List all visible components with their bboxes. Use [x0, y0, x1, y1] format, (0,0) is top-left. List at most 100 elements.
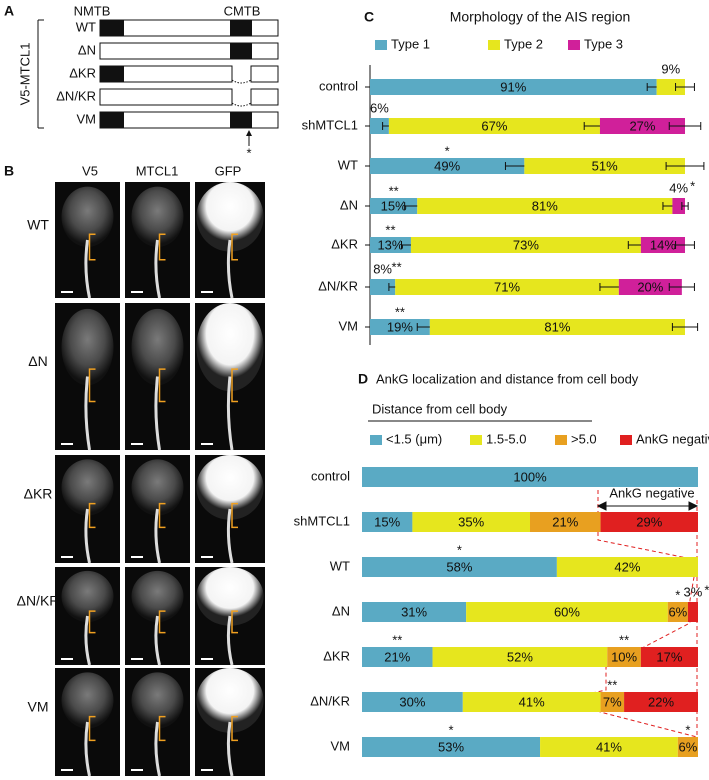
row-label: ΔN	[28, 353, 47, 369]
domain-label: NMTB	[74, 3, 111, 18]
bar-segment	[362, 737, 541, 757]
value-label: 6%	[668, 604, 687, 619]
category-label: ΔKR	[323, 648, 350, 663]
mutation-arrowhead	[246, 130, 252, 136]
value-label: 49%	[434, 158, 460, 173]
category-label: ΔN/KR	[318, 278, 358, 293]
value-label: 35%	[458, 514, 484, 529]
value-label: 51%	[592, 158, 618, 173]
axon	[226, 721, 234, 777]
deleted-n	[100, 89, 124, 105]
legend-swatch	[375, 40, 387, 50]
legend-swatch	[370, 435, 382, 445]
bar-segment	[677, 737, 698, 757]
bar-segment	[417, 198, 673, 214]
cell-body	[61, 459, 114, 516]
significance: **	[392, 632, 402, 647]
ais-bracket	[158, 610, 166, 634]
cell-gfp	[196, 668, 264, 733]
value-label: 100%	[513, 469, 547, 484]
construct-group: V5-MTCL1	[17, 43, 32, 106]
cell-body	[61, 308, 114, 386]
significance: **	[392, 259, 402, 274]
bar-segment	[687, 602, 698, 622]
cell-gfp	[196, 303, 264, 392]
bar-segment	[362, 557, 557, 577]
category-label: shMTCL1	[294, 513, 350, 528]
cell-body	[61, 186, 114, 247]
value-label: 6%	[679, 739, 698, 754]
axon	[154, 376, 161, 451]
bar-segment	[656, 79, 685, 95]
bar-segment	[429, 319, 685, 335]
panel-a: A NMTB CMTB V5-MTCL1 WT ΔN ΔKR ΔN/KR VM *	[4, 3, 279, 160]
value-label: 73%	[513, 237, 539, 252]
construct-name: ΔN/KR	[56, 88, 96, 103]
axon	[226, 508, 234, 564]
bar-segment	[370, 319, 430, 335]
ais-bracket	[158, 233, 166, 261]
significance: *	[457, 542, 462, 557]
value-label: 27%	[629, 118, 655, 133]
category-label: ΔN	[332, 603, 350, 618]
cell-body	[131, 308, 184, 386]
axon	[84, 508, 91, 564]
row-label: ΔN/KR	[17, 593, 60, 609]
value-label: 71%	[494, 279, 520, 294]
value-label: 41%	[596, 739, 622, 754]
axon	[84, 615, 91, 666]
value-label: 58%	[446, 559, 472, 574]
construct-name: ΔN	[78, 42, 96, 57]
value-label: 29%	[636, 514, 662, 529]
panel-label: A	[4, 3, 14, 19]
value-label: 19%	[387, 319, 413, 334]
column-header: MTCL1	[136, 163, 179, 178]
cell-gfp	[196, 567, 264, 626]
cell-body	[131, 672, 184, 729]
panel-label: C	[364, 9, 374, 25]
bar-segment	[524, 158, 685, 174]
domain-nmtb	[100, 20, 124, 36]
value-label: 14%	[650, 237, 676, 252]
significance: *	[449, 722, 454, 737]
deleted-n	[100, 43, 124, 59]
axon	[226, 615, 234, 666]
axon	[84, 721, 91, 777]
significance: **	[619, 632, 629, 647]
ais-bracket	[231, 502, 238, 529]
significance: *	[445, 143, 450, 158]
category-label: WT	[330, 558, 350, 573]
ais-bracket	[158, 715, 166, 742]
axon	[154, 721, 161, 777]
construct-name: WT	[76, 19, 96, 34]
bar-segment	[362, 647, 433, 667]
value-label: 31%	[401, 604, 427, 619]
significance: **	[389, 183, 399, 198]
value-label: 30%	[399, 694, 425, 709]
cell-body	[61, 672, 114, 729]
value-label: 41%	[519, 694, 545, 709]
construct-name: ΔKR	[69, 65, 96, 80]
legend-label: Type 2	[504, 36, 543, 51]
significance: **	[385, 222, 395, 237]
construct-body	[250, 88, 279, 106]
value-label: 21%	[552, 514, 578, 529]
value-label: 21%	[384, 649, 410, 664]
column-header: V5	[82, 163, 98, 178]
panel-label: D	[358, 371, 368, 387]
value-label: 81%	[532, 198, 558, 213]
legend-swatch	[470, 435, 482, 445]
arrowheads	[596, 501, 699, 511]
axon	[84, 376, 91, 451]
chart-c: C Morphology of the AIS region Type 1 Type …	[302, 9, 705, 345]
value-label: 4%	[669, 180, 688, 195]
annotation: AnkG negative	[609, 485, 694, 500]
bar-segment	[432, 647, 608, 667]
cell-body	[61, 570, 114, 622]
legend-swatch	[488, 40, 500, 50]
legend-label: Type 3	[584, 36, 623, 51]
legend-label: Type 1	[391, 36, 430, 51]
bar-segment	[370, 237, 411, 253]
construct-body	[250, 65, 279, 83]
